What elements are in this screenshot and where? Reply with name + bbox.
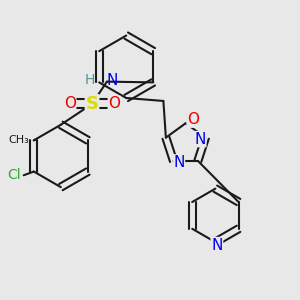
Text: N: N [194,132,206,147]
Text: CH₃: CH₃ [9,135,30,145]
Text: O: O [187,112,199,127]
Text: Cl: Cl [7,168,21,182]
Text: N: N [107,73,118,88]
Text: H: H [85,73,95,87]
Text: N: N [211,238,223,253]
Text: S: S [85,95,98,113]
Text: N: N [173,155,184,170]
Text: O: O [108,96,120,111]
Text: O: O [64,96,76,111]
